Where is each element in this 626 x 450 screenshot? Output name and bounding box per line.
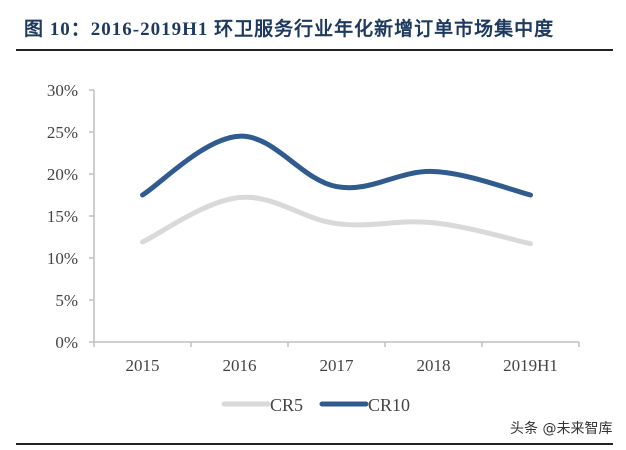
y-tick-label: 25% — [47, 123, 78, 142]
top-divider — [16, 49, 613, 51]
y-tick-label: 10% — [47, 249, 78, 268]
legend-label-cr10: CR10 — [368, 395, 410, 415]
y-tick-label: 0% — [55, 333, 78, 352]
y-tick-label: 20% — [47, 165, 78, 184]
y-tick-label: 5% — [55, 291, 78, 310]
y-tick-label: 15% — [47, 207, 78, 226]
legend-label-cr5: CR5 — [270, 395, 303, 415]
x-axis: 2015 2016 2017 2018 2019H1 — [93, 341, 580, 375]
y-tick-label: 30% — [47, 81, 78, 100]
bottom-divider — [16, 443, 613, 445]
x-tick-label: 2018 — [417, 356, 451, 375]
plot-lines — [140, 133, 533, 247]
x-tick-label: 2016 — [223, 356, 257, 375]
x-tick-label: 2019H1 — [503, 356, 558, 375]
series-line-cr5 — [140, 194, 533, 247]
y-axis: 0% 5% 10% 15% 20% 25% 30% — [47, 81, 95, 352]
watermark: 头条 @未来智库 — [510, 421, 613, 437]
x-tick-label: 2017 — [320, 356, 355, 375]
series-line-cr10 — [140, 133, 533, 198]
chart-title: 图 10：2016-2019H1 环卫服务行业年化新增订单市场集中度 — [24, 19, 555, 40]
legend: CR5 CR10 — [221, 395, 410, 415]
x-tick-label: 2015 — [126, 356, 160, 375]
